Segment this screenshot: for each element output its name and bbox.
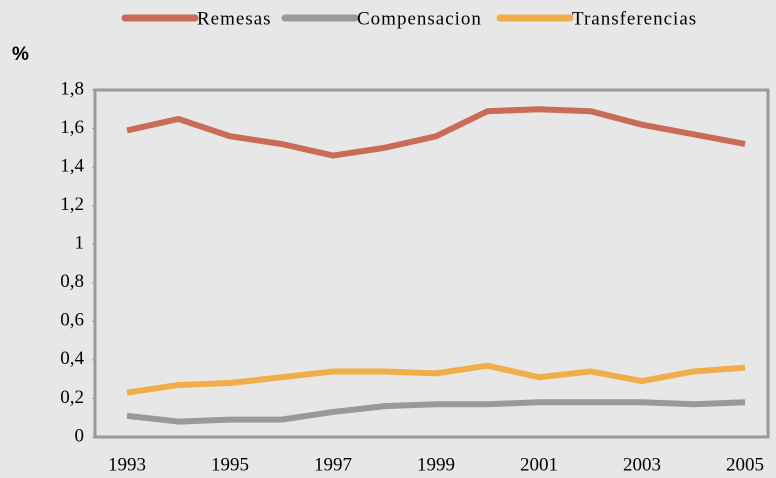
y-axis-label: % bbox=[12, 44, 29, 65]
x-tick-label: 2003 bbox=[623, 454, 661, 475]
line-series bbox=[126, 362, 746, 396]
legend-label: Compensacion bbox=[357, 8, 482, 29]
y-tick-label: 1,6 bbox=[60, 117, 84, 138]
x-tick-label: 1997 bbox=[314, 454, 352, 475]
x-tick-label: 1999 bbox=[417, 454, 455, 475]
y-tick-label: 1 bbox=[75, 233, 85, 254]
x-tick-label: 1995 bbox=[211, 454, 249, 475]
plot-frame bbox=[93, 88, 770, 439]
legend-label: Remesas bbox=[197, 8, 272, 29]
y-tick-label: 1,4 bbox=[60, 155, 84, 176]
line-series bbox=[126, 399, 746, 425]
y-tick-label: 0 bbox=[75, 425, 85, 446]
x-tick-label: 2005 bbox=[726, 454, 764, 475]
legend-label: Transferencias bbox=[572, 8, 697, 29]
x-tick-label: 2001 bbox=[520, 454, 558, 475]
y-tick-label: 0,6 bbox=[60, 310, 84, 331]
y-tick-label: 0,4 bbox=[60, 348, 84, 369]
x-tick-label: 1993 bbox=[108, 454, 146, 475]
line-series bbox=[126, 106, 746, 159]
y-tick-label: 0,8 bbox=[60, 271, 84, 292]
y-tick-label: 1,2 bbox=[60, 194, 84, 215]
y-tick-label: 1,8 bbox=[60, 78, 84, 99]
y-tick-label: 0,2 bbox=[60, 387, 84, 408]
